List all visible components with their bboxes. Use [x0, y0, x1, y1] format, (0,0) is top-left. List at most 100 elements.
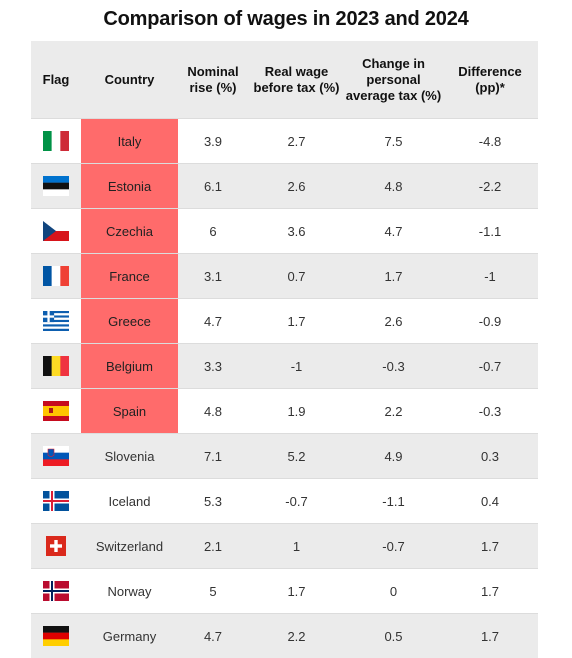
header-flag: Flag	[31, 41, 81, 118]
nominal-rise-cell: 5.3	[203, 493, 223, 509]
tax-change-cell: 2.2	[384, 403, 403, 419]
france-flag-icon	[43, 266, 69, 286]
country-cell: Switzerland	[95, 538, 164, 554]
header-difference: Difference (pp)*	[442, 41, 538, 118]
table-row: Estonia 6.1 2.6 4.8 -2.2	[31, 163, 538, 208]
real-wage-cell: -0.7	[285, 493, 308, 509]
flag-cell	[31, 389, 81, 433]
difference-cell: -1	[484, 268, 496, 284]
flag-cell	[31, 614, 81, 658]
table-row: Spain 4.8 1.9 2.2 -0.3	[31, 388, 538, 433]
greece-flag-icon	[43, 311, 69, 331]
real-wage-cell: 2.2	[287, 628, 306, 644]
header-nominal-rise: Nominal rise (%)	[178, 41, 248, 118]
real-wage-cell: 5.2	[287, 448, 306, 464]
table-row: Greece 4.7 1.7 2.6 -0.9	[31, 298, 538, 343]
difference-cell: -0.3	[478, 403, 502, 419]
header-label: Nominal rise (%)	[187, 63, 239, 95]
table-row: Belgium 3.3 -1 -0.3 -0.7	[31, 343, 538, 388]
flag-cell	[31, 209, 81, 253]
country-cell: Estonia	[81, 164, 178, 208]
iceland-flag-icon	[43, 491, 69, 511]
header-tax-change: Change in personal average tax (%)	[345, 41, 442, 118]
table-row: Czechia 6 3.6 4.7 -1.1	[31, 208, 538, 253]
flag-cell	[31, 344, 81, 388]
tax-change-cell: 4.9	[384, 448, 403, 464]
header-label: Change in personal average tax (%)	[345, 55, 442, 103]
tax-change-cell: 0	[389, 583, 398, 599]
tax-change-cell: -0.3	[382, 358, 405, 374]
header-label: Country	[104, 71, 155, 87]
real-wage-cell: 1.7	[287, 583, 306, 599]
country-cell: Iceland	[108, 493, 151, 509]
nominal-rise-cell: 2.1	[203, 538, 223, 554]
header-label: Real wage before tax (%)	[253, 63, 340, 95]
flag-cell	[31, 434, 81, 478]
country-cell: Germany	[102, 628, 157, 644]
flag-cell	[31, 299, 81, 343]
real-wage-cell: 2.7	[287, 133, 306, 149]
belgium-flag-icon	[43, 356, 69, 376]
real-wage-cell: 1.9	[287, 403, 306, 419]
header-label: Difference (pp)*	[458, 63, 522, 95]
tax-change-cell: -1.1	[382, 493, 405, 509]
country-cell: Spain	[81, 389, 178, 433]
tax-change-cell: 0.5	[384, 628, 403, 644]
chart-title: Comparison of wages in 2023 and 2024	[103, 8, 469, 30]
flag-cell	[31, 119, 81, 163]
real-wage-cell: 1	[292, 538, 301, 554]
flag-cell	[31, 254, 81, 298]
difference-cell: -0.7	[478, 358, 502, 374]
estonia-flag-icon	[43, 176, 69, 196]
nominal-rise-cell: 5	[209, 583, 217, 599]
tax-change-cell: 4.7	[384, 223, 403, 239]
switzerland-flag-icon	[46, 536, 66, 556]
nominal-rise-cell: 7.1	[203, 448, 223, 464]
tax-change-cell: -0.7	[382, 538, 405, 554]
nominal-rise-cell: 4.7	[203, 313, 223, 329]
nominal-rise-cell: 4.8	[203, 403, 223, 419]
nominal-rise-cell: 3.9	[203, 133, 223, 149]
country-cell: Norway	[107, 583, 152, 599]
difference-cell: 0.3	[480, 448, 500, 464]
table-row: Iceland 5.3 -0.7 -1.1 0.4	[31, 478, 538, 523]
country-cell: France	[81, 254, 178, 298]
tax-change-cell: 4.8	[384, 178, 403, 194]
real-wage-cell: -1	[290, 358, 303, 374]
real-wage-cell: 3.6	[287, 223, 306, 239]
nominal-rise-cell: 6	[209, 223, 217, 239]
italy-flag-icon	[43, 131, 69, 151]
country-cell: Belgium	[81, 344, 178, 388]
country-cell: Slovenia	[104, 448, 155, 464]
flag-cell	[31, 479, 81, 523]
real-wage-cell: 0.7	[287, 268, 306, 284]
table-row: Norway 5 1.7 0 1.7	[31, 568, 538, 613]
header-label: Flag	[42, 71, 70, 87]
difference-cell: 1.7	[480, 538, 500, 554]
table-row: Italy 3.9 2.7 7.5 -4.8	[31, 118, 538, 163]
flag-cell	[31, 524, 81, 568]
germany-flag-icon	[43, 626, 69, 646]
norway-flag-icon	[43, 581, 69, 601]
header-country: Country	[81, 41, 178, 118]
czechia-flag-icon	[43, 221, 69, 241]
slovenia-flag-icon	[43, 446, 69, 466]
difference-cell: -1.1	[478, 223, 502, 239]
tax-change-cell: 2.6	[384, 313, 403, 329]
table-header: Flag Country Nominal rise (%) Real wage be…	[31, 41, 538, 118]
table-body: Italy 3.9 2.7 7.5 -4.8 Estonia 6.1 2.6 4.8 -2.2 Cz…	[31, 118, 538, 658]
difference-cell: 0.4	[480, 493, 500, 509]
nominal-rise-cell: 6.1	[203, 178, 223, 194]
country-cell: Czechia	[81, 209, 178, 253]
flag-cell	[31, 569, 81, 613]
table-row: Switzerland 2.1 1 -0.7 1.7	[31, 523, 538, 568]
table-row: France 3.1 0.7 1.7 -1	[31, 253, 538, 298]
difference-cell: 1.7	[480, 583, 500, 599]
difference-cell: -0.9	[478, 313, 502, 329]
header-real-wage: Real wage before tax (%)	[248, 41, 345, 118]
nominal-rise-cell: 4.7	[203, 628, 223, 644]
country-cell: Greece	[81, 299, 178, 343]
nominal-rise-cell: 3.1	[203, 268, 223, 284]
nominal-rise-cell: 3.3	[203, 358, 223, 374]
country-cell: Italy	[81, 119, 178, 163]
